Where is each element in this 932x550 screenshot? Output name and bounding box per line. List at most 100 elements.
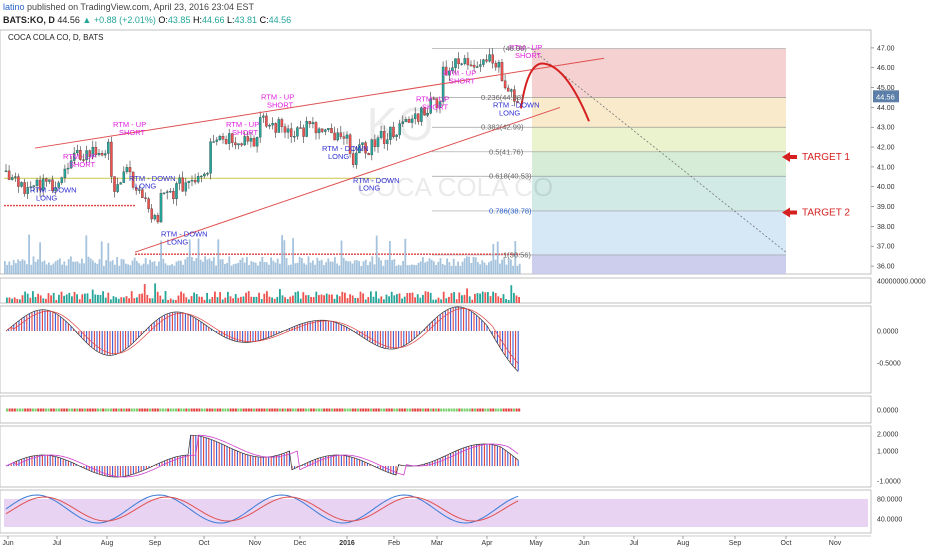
volume-bar xyxy=(34,261,37,274)
candle-body xyxy=(274,123,277,133)
volume-bar xyxy=(116,257,118,274)
volume-pane-bar xyxy=(302,292,305,303)
volume-bar xyxy=(382,265,385,274)
volume-bar xyxy=(59,258,61,274)
volume-pane-bar xyxy=(409,292,411,303)
volume-bar xyxy=(466,256,468,274)
dot-marker xyxy=(385,408,388,412)
volume-pane-bar xyxy=(224,297,227,303)
signal-annotation: SHORT xyxy=(267,100,294,109)
dot-marker xyxy=(435,408,437,412)
volume-pane-bar xyxy=(510,285,513,303)
volume-bar xyxy=(129,265,132,274)
dot-marker xyxy=(11,408,14,412)
volume-pane-bar xyxy=(6,297,8,303)
volume-bar xyxy=(149,259,151,274)
volume-bar xyxy=(386,259,389,274)
signal-annotation: LONG xyxy=(359,184,380,193)
candle-body xyxy=(252,138,256,147)
volume-bar xyxy=(305,264,308,274)
candle-body xyxy=(401,121,405,124)
volume-pane-bar xyxy=(34,297,37,303)
volume-bar xyxy=(261,256,264,274)
dot-marker xyxy=(65,408,68,412)
volume-pane-bar xyxy=(159,295,162,303)
dot-marker xyxy=(357,408,359,412)
candle-body xyxy=(296,127,299,137)
volume-bar xyxy=(10,265,13,274)
volume-bar xyxy=(329,261,332,274)
publisher-name[interactable]: latino xyxy=(3,2,25,12)
dot-marker xyxy=(450,408,453,412)
volume-bar xyxy=(402,261,404,274)
volume-bar xyxy=(235,263,237,274)
dot-marker xyxy=(406,408,409,412)
dot-marker xyxy=(479,408,482,412)
dot-marker xyxy=(232,408,235,412)
volume-pane-bar xyxy=(468,296,471,303)
target-label[interactable]: TARGET 1 xyxy=(802,152,850,163)
candle-body xyxy=(172,191,175,200)
volume-pane-bar xyxy=(125,296,128,303)
volume-pane-bar xyxy=(362,293,364,303)
candle-body xyxy=(156,215,160,223)
time-tick-label: May xyxy=(529,540,543,547)
volume-pane-bar xyxy=(73,292,76,303)
volume-pane-bar xyxy=(450,293,453,303)
volume-bar xyxy=(417,262,420,274)
volume-bar xyxy=(413,264,415,274)
candle-body xyxy=(513,89,516,102)
pane-scale-label: 0.0000 xyxy=(877,408,899,415)
signal-annotation: RTM - UP xyxy=(509,43,542,52)
open-label: O: xyxy=(158,15,168,25)
chart-title: COCA COLA CO, D, BATS xyxy=(8,33,103,42)
indicator-panes[interactable] xyxy=(4,283,868,527)
volume-pane-bar xyxy=(414,297,416,303)
volume-pane-bar xyxy=(305,295,307,303)
dot-marker xyxy=(411,408,414,412)
candle-body xyxy=(410,118,414,123)
candle-body xyxy=(506,87,510,92)
candle-body xyxy=(20,182,23,187)
volume-bar xyxy=(122,259,125,274)
volume-pane-bar xyxy=(359,291,362,303)
price-pane[interactable] xyxy=(4,48,787,274)
dot-marker xyxy=(377,408,380,412)
target-label[interactable]: TARGET 2 xyxy=(802,208,850,219)
volume-bar xyxy=(138,263,140,274)
volume-bar xyxy=(54,261,57,274)
dot-marker xyxy=(437,408,440,412)
candle-body xyxy=(395,134,398,137)
candle-body xyxy=(144,197,147,199)
dot-marker xyxy=(297,408,300,412)
volume-pane-bar xyxy=(128,298,130,303)
watermark-name: COCA COLA CO xyxy=(357,172,554,202)
volume-bar xyxy=(507,258,510,274)
volume-pane-bar xyxy=(419,297,422,303)
dot-marker xyxy=(117,408,120,412)
volume-bar xyxy=(375,235,378,274)
fib-label: 0.618(40.53) xyxy=(489,172,532,181)
dot-marker xyxy=(104,408,107,412)
volume-pane-bar xyxy=(466,288,468,303)
candle-body xyxy=(153,215,157,220)
dot-marker xyxy=(224,408,227,412)
volume-bar xyxy=(307,256,310,274)
volume-pane-bar xyxy=(216,297,219,303)
dot-marker xyxy=(234,408,237,412)
volume-pane-bar xyxy=(453,292,455,303)
volume-bar xyxy=(162,258,165,274)
dot-marker xyxy=(141,408,144,412)
candle-body xyxy=(165,191,169,193)
signal-annotation: SHORT xyxy=(515,51,542,60)
candle-body xyxy=(26,187,29,194)
volume-pane-bar xyxy=(403,296,406,303)
volume-bar xyxy=(492,243,495,274)
candle-body xyxy=(32,185,36,187)
dot-marker xyxy=(338,408,341,412)
candle-body xyxy=(35,179,39,186)
volume-pane-bar xyxy=(372,296,375,303)
price-tick-label: 47.00 xyxy=(877,45,895,52)
volume-bar xyxy=(177,260,180,274)
